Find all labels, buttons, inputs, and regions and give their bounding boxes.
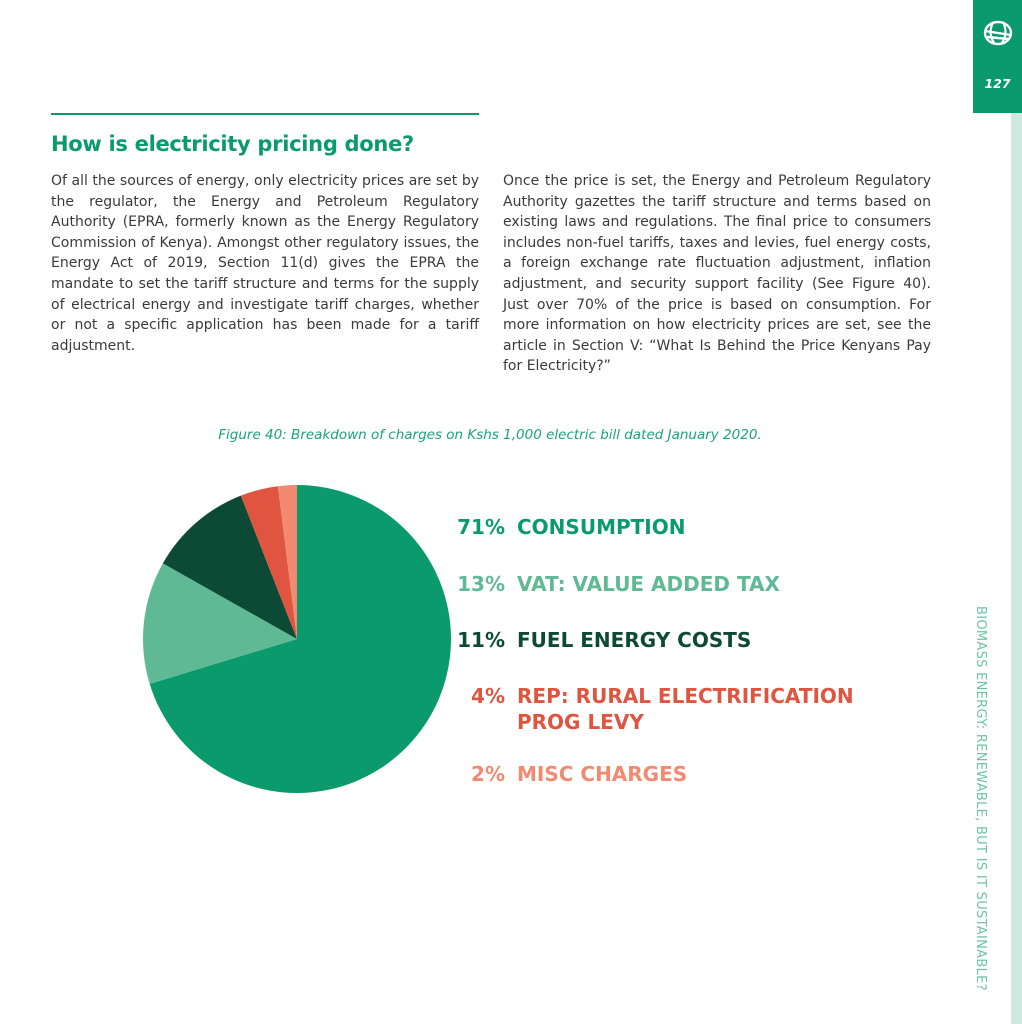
- pie-slice-fuel-energy-costs: [162, 495, 297, 639]
- page-number: 127: [984, 76, 1011, 91]
- legend-label: REP: RURAL ELECTRIFICATION PROG LEVY: [517, 684, 854, 734]
- legend-percent: 13%: [457, 572, 505, 596]
- legend-item: 71% CONSUMPTION: [455, 514, 875, 540]
- legend-percent: 2%: [471, 762, 505, 786]
- legend-item: 2% MISC CHARGES: [455, 761, 875, 787]
- pie-slice-vat-value-added-tax: [143, 563, 297, 684]
- chart-legend: 71% CONSUMPTION 13% VAT: VALUE ADDED TAX 11%…: [455, 514, 875, 787]
- pie-slice-misc-charges: [277, 485, 297, 639]
- legend-percent: 4%: [471, 684, 505, 708]
- legend-percent: 71%: [457, 515, 505, 539]
- legend-item: 11% FUEL ENERGY COSTS: [455, 627, 875, 653]
- legend-label: VAT: VALUE ADDED TAX: [517, 572, 780, 596]
- vertical-running-title: BIOMASS ENERGY: RENEWABLE, BUT IS IT SUS…: [973, 606, 988, 991]
- paragraph-left: Of all the sources of energy, only elect…: [51, 173, 479, 354]
- side-strip: [1011, 113, 1022, 1024]
- legend-label: FUEL ENERGY COSTS: [517, 628, 752, 652]
- pie-chart: [143, 485, 451, 793]
- pie-slice-consumption: [149, 485, 451, 793]
- legend-percent: 11%: [457, 628, 505, 652]
- section-heading: How is electricity pricing done?: [51, 132, 414, 156]
- heading-rule: [51, 113, 479, 115]
- legend-label: CONSUMPTION: [517, 515, 686, 539]
- paragraph-right: Once the price is set, the Energy and Pe…: [503, 173, 931, 375]
- globe-logo-icon: [983, 20, 1013, 46]
- page-tab: 127: [973, 0, 1022, 113]
- legend-item: 13% VAT: VALUE ADDED TAX: [455, 571, 875, 597]
- legend-label: MISC CHARGES: [517, 762, 688, 786]
- pie-slice-rep-rural-electrification-prog-levy: [240, 486, 297, 639]
- legend-item: 4% REP: RURAL ELECTRIFICATION PROG LEVY: [455, 683, 875, 735]
- figure-caption: Figure 40: Breakdown of charges on Kshs …: [218, 427, 762, 443]
